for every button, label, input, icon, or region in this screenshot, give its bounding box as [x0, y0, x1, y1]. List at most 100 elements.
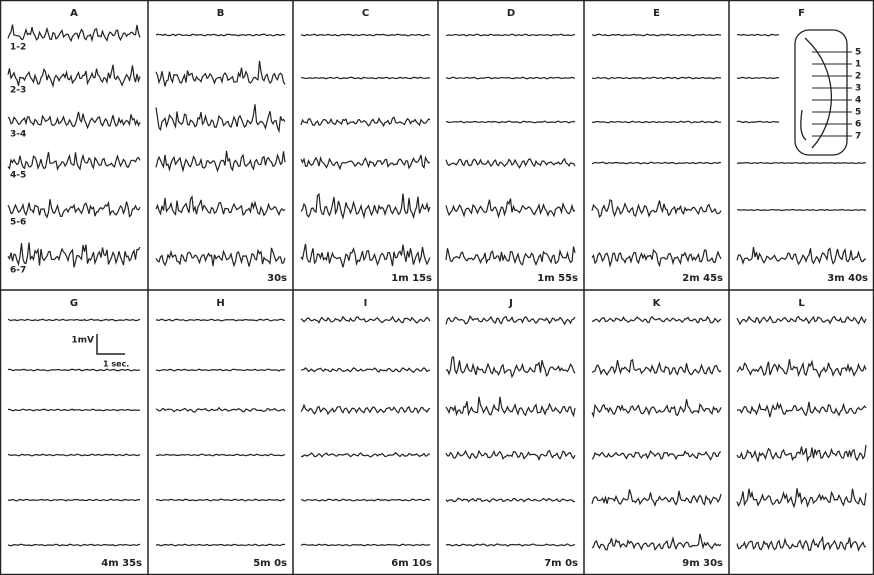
panel-letter: F: [798, 8, 805, 19]
eeg-trace: [155, 498, 286, 502]
eeg-trace: [736, 120, 780, 124]
eeg-trace: [445, 33, 576, 37]
electrode-label: 3: [855, 84, 861, 94]
electrode-label: 5: [855, 108, 861, 118]
eeg-trace: [591, 533, 722, 551]
time-label: 6m 10s: [391, 558, 432, 569]
eeg-trace: [591, 489, 722, 507]
eeg-trace: [445, 396, 576, 418]
channel-label: 2-3: [10, 86, 26, 96]
eeg-trace: [591, 120, 722, 124]
eeg-trace: [736, 76, 780, 80]
time-label: 9m 30s: [682, 558, 723, 569]
eeg-trace: [736, 161, 867, 165]
time-label: 2m 45s: [682, 273, 723, 284]
time-label: 1m 15s: [391, 273, 432, 284]
eeg-trace: [591, 199, 722, 219]
eeg-trace: [445, 76, 576, 80]
eeg-trace: [591, 450, 722, 461]
eeg-trace: [7, 111, 141, 130]
eeg-trace: [7, 24, 141, 43]
time-label: 7m 0s: [544, 558, 578, 569]
electrode-label: 5: [855, 48, 861, 58]
time-label: 3m 40s: [827, 273, 868, 284]
scale-bar: [96, 334, 125, 355]
time-label: 1m 55s: [537, 273, 578, 284]
inset-curve: [804, 37, 833, 149]
eeg-trace: [155, 543, 286, 547]
electrode-label: 6: [855, 120, 861, 130]
eeg-trace: [7, 318, 141, 322]
eeg-trace: [591, 76, 721, 80]
eeg-trace: [155, 368, 286, 372]
eeg-trace: [7, 543, 140, 547]
eeg-trace: [300, 116, 431, 128]
panel-letter: D: [507, 8, 515, 19]
channel-label: 4-5: [10, 171, 26, 181]
eeg-trace: [7, 242, 141, 268]
eeg-trace: [736, 535, 867, 553]
eeg-trace: [300, 192, 431, 220]
eeg-trace: [445, 543, 576, 547]
eeg-trace: [591, 315, 722, 324]
eeg-trace: [736, 401, 867, 418]
eeg-trace: [736, 315, 867, 326]
eeg-trace: [736, 359, 867, 379]
eeg-trace: [300, 451, 430, 458]
panel-letter: G: [70, 298, 78, 309]
eeg-trace: [445, 497, 576, 503]
channel-label: 6-7: [10, 266, 26, 276]
eeg-trace: [7, 498, 141, 502]
eeg-trace: [155, 104, 286, 134]
electrode-label: 1: [855, 60, 861, 70]
electrode-label: 7: [855, 132, 861, 142]
eeg-trace: [300, 243, 431, 268]
eeg-trace: [155, 406, 286, 413]
eeg-trace: [591, 161, 722, 165]
electrode-label: 2: [855, 72, 861, 82]
panel-letter: E: [653, 8, 660, 19]
eeg-trace: [736, 33, 780, 37]
time-label: 4m 35s: [101, 558, 142, 569]
inset-outline: [794, 29, 848, 156]
eeg-trace: [591, 399, 722, 419]
eeg-trace: [445, 314, 576, 326]
panel-letter: L: [798, 298, 805, 309]
time-label: 5m 0s: [253, 558, 287, 569]
inset-curve: [800, 109, 807, 141]
eeg-trace: [445, 157, 576, 169]
eeg-trace: [300, 366, 431, 373]
eeg-trace: [155, 33, 286, 37]
eeg-trace: [155, 318, 286, 322]
time-label: 30s: [267, 273, 287, 284]
eeg-trace: [7, 151, 141, 171]
eeg-trace: [300, 543, 431, 547]
eeg-trace: [7, 408, 141, 412]
eeg-trace: [301, 498, 431, 502]
eeg-trace: [301, 76, 431, 80]
eeg-trace: [445, 246, 576, 266]
eeg-trace: [591, 248, 722, 268]
eeg-trace: [736, 444, 867, 463]
eeg-trace: [300, 315, 431, 324]
eeg-trace: [155, 195, 286, 217]
panel-letter: H: [216, 298, 224, 309]
eeg-trace: [155, 247, 286, 268]
channel-label: 1-2: [10, 43, 26, 53]
eeg-trace: [7, 453, 141, 457]
scale-time: 1 sec.: [103, 360, 129, 369]
eeg-trace: [445, 198, 576, 219]
eeg-trace: [7, 368, 141, 372]
panel-letter: J: [508, 298, 513, 309]
panel-letter: B: [217, 8, 225, 19]
scale-voltage: 1mV: [71, 336, 94, 346]
panel-letter: I: [364, 298, 368, 309]
panel-letter: A: [70, 8, 78, 19]
eeg-trace: [7, 199, 141, 219]
eeg-trace: [300, 154, 431, 171]
eeg-trace: [445, 356, 576, 379]
eeg-trace: [445, 449, 576, 462]
eeg-trace: [736, 488, 867, 509]
